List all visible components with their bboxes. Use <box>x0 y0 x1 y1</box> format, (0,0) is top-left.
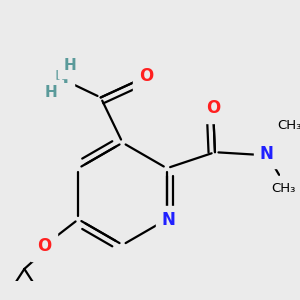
Text: H: H <box>64 58 76 73</box>
Text: H: H <box>45 85 57 100</box>
Text: O: O <box>37 238 51 256</box>
Text: CH₃: CH₃ <box>277 118 300 131</box>
Text: N: N <box>161 212 175 230</box>
Text: N: N <box>260 145 274 163</box>
Text: O: O <box>139 67 153 85</box>
Text: O: O <box>206 99 220 117</box>
Text: N: N <box>55 70 69 88</box>
Text: CH₃: CH₃ <box>272 182 296 195</box>
